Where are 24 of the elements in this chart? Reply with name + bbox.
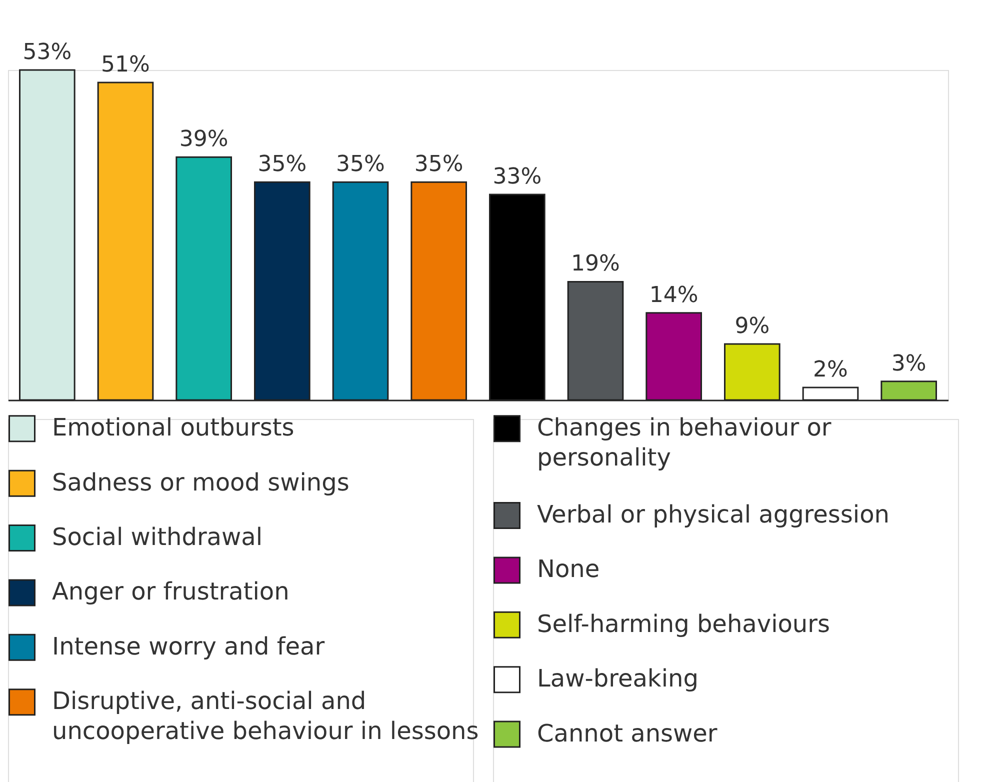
data-label: 19%	[571, 252, 620, 277]
legend-label: Verbal or physical aggression	[537, 500, 890, 529]
data-label: 33%	[492, 164, 542, 190]
legend-label: Cannot answer	[537, 719, 718, 748]
legend-label: Emotional outbursts	[52, 414, 294, 442]
legend-label: Anger or frustration	[52, 578, 290, 606]
legend-label: Sadness or mood swings	[52, 468, 350, 496]
data-label: 14%	[649, 282, 698, 308]
data-label: 2%	[813, 358, 848, 383]
legend-label: Changes in behaviour or personality	[537, 414, 832, 472]
legend-label: Disruptive, anti-social and uncooperative behaviour in lessons	[52, 687, 479, 746]
data-label: 35%	[414, 152, 464, 178]
legend-label: Self-harming behaviours	[537, 610, 830, 638]
legend-label: Social withdrawal	[52, 523, 263, 552]
data-label: 39%	[179, 127, 228, 152]
legend-label: None	[537, 555, 600, 584]
data-label: 9%	[734, 314, 770, 339]
legend-label: Intense worry and fear	[52, 632, 325, 660]
legend-label: Law-breaking	[537, 664, 698, 693]
data-label: 51%	[101, 52, 150, 78]
data-label: 3%	[891, 351, 926, 376]
data-label: 35%	[258, 152, 307, 178]
data-label: 53%	[22, 40, 72, 65]
data-label: 35%	[336, 152, 385, 178]
